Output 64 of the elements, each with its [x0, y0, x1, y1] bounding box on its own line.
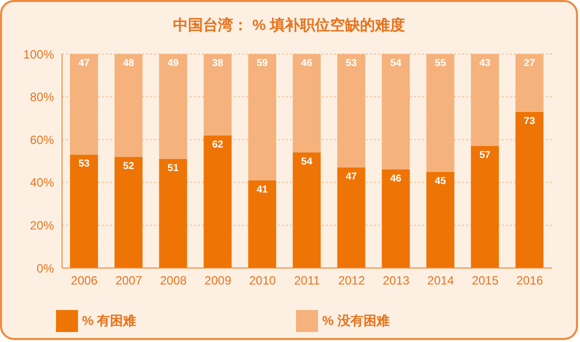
- x-tick-label: 2010: [249, 274, 276, 288]
- x-tick-label: 2008: [160, 274, 188, 288]
- data-label: 53: [346, 58, 358, 70]
- bar: [292, 54, 321, 152]
- x-tick-label: 2009: [204, 274, 232, 288]
- bar: [515, 112, 544, 268]
- bar: [426, 172, 454, 268]
- y-tick-label: 60%: [30, 132, 54, 147]
- x-tick-label: 2007: [115, 274, 142, 288]
- bar: [248, 180, 276, 268]
- y-tick-label: 0%: [36, 261, 54, 276]
- data-label: 41: [256, 184, 268, 196]
- data-label: 52: [122, 160, 135, 172]
- x-tick-label: 2011: [294, 274, 320, 288]
- data-label: 45: [434, 176, 446, 187]
- data-label: 54: [301, 156, 313, 168]
- y-tick-label: 40%: [30, 176, 54, 190]
- bar: [114, 54, 143, 157]
- data-label: 47: [346, 172, 358, 183]
- chart-title: 中国台湾： % 填补职位空缺的难度: [172, 16, 406, 35]
- bar: [70, 154, 98, 268]
- x-tick-label: 2015: [472, 274, 499, 288]
- x-tick-label: 2016: [516, 274, 544, 288]
- y-tick-label: 100%: [23, 47, 54, 62]
- data-label: 53: [78, 158, 90, 170]
- bar: [114, 156, 143, 268]
- data-label: 46: [301, 58, 313, 70]
- bar: [337, 167, 366, 268]
- bar: [426, 54, 454, 172]
- x-tick-label: 2006: [70, 274, 98, 288]
- x-tick-label: 2014: [427, 274, 454, 288]
- bar: [159, 54, 188, 159]
- bar: [470, 54, 499, 146]
- data-label: 54: [390, 58, 402, 70]
- bar: [159, 158, 188, 268]
- data-label: 49: [168, 58, 180, 70]
- bar: [515, 54, 544, 112]
- legend-label: % 没有困难: [322, 313, 390, 328]
- data-label: 46: [390, 174, 402, 185]
- data-label: 73: [524, 116, 536, 127]
- data-label: 38: [212, 58, 224, 70]
- data-label: 27: [524, 58, 536, 70]
- data-label: 48: [122, 58, 135, 70]
- data-label: 57: [479, 150, 491, 162]
- data-label: 43: [479, 58, 491, 70]
- x-tick-label: 2012: [338, 274, 366, 288]
- bar: [382, 54, 410, 170]
- data-label: 51: [168, 162, 180, 174]
- bar: [292, 152, 321, 268]
- bar: [204, 54, 232, 136]
- data-label: 59: [256, 58, 268, 70]
- data-label: 55: [434, 58, 446, 70]
- data-label: 47: [78, 58, 90, 70]
- bar: [382, 170, 410, 268]
- data-label: 62: [212, 139, 224, 150]
- x-tick-label: 2013: [382, 274, 410, 288]
- bar: [204, 135, 232, 268]
- bar: [70, 54, 98, 155]
- bar: [337, 54, 366, 168]
- y-tick-label: 80%: [30, 90, 54, 104]
- y-tick-label: 20%: [30, 218, 54, 232]
- bar: [470, 146, 499, 268]
- bar: [248, 54, 276, 180]
- legend-label: % 有困难: [82, 313, 136, 328]
